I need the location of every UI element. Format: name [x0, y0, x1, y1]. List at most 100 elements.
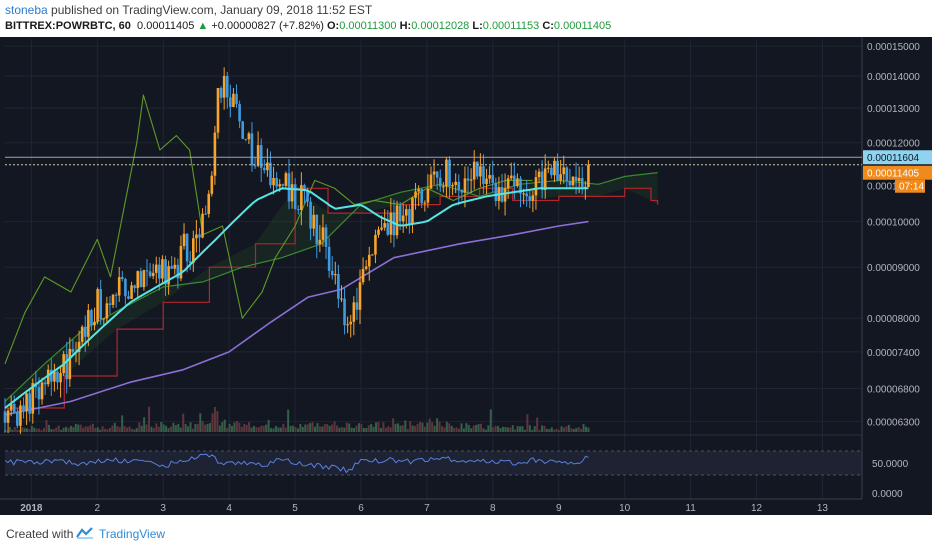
volume-bar: [440, 426, 443, 432]
volume-bar: [25, 428, 28, 432]
author-link[interactable]: stoneba: [5, 3, 48, 17]
volume-bar: [74, 423, 77, 432]
volume-bar: [172, 422, 175, 432]
candle-body: [472, 161, 476, 180]
y-axis-background: [862, 37, 932, 515]
candle-body: [161, 259, 164, 279]
candle-body: [463, 178, 467, 193]
volume-bars: [4, 406, 590, 432]
price-tags: 0.00011604 0.00011405 0.0001 07:14: [5, 150, 932, 193]
candle-body: [210, 175, 214, 194]
candle-body: [229, 97, 232, 107]
x-tick-label: 10: [619, 503, 631, 514]
volume-bar: [23, 428, 26, 432]
candle-body: [457, 181, 461, 190]
candle-body: [80, 326, 84, 342]
tradingview-logo-icon: [76, 527, 93, 539]
volume-bar: [397, 423, 400, 432]
candle-body: [435, 171, 439, 178]
volume-bar: [233, 422, 236, 432]
volume-bar: [543, 425, 546, 432]
volume-bar: [213, 406, 216, 432]
volume-bar: [372, 426, 375, 432]
volume-bar: [580, 429, 583, 432]
volume-bar: [321, 426, 324, 432]
volume-bar: [272, 428, 275, 432]
candle-body: [235, 93, 238, 105]
candle-body: [207, 193, 211, 214]
volume-bar: [379, 427, 382, 432]
volume-bar: [218, 425, 221, 432]
volume-bar: [91, 423, 94, 432]
candle-body: [519, 178, 522, 194]
y-tick-label: 0.00012000: [867, 139, 920, 150]
candle-body: [136, 271, 140, 289]
volume-bar: [504, 426, 507, 432]
candle-body: [398, 205, 402, 222]
candle-body: [111, 294, 115, 305]
volume-bar: [60, 429, 63, 432]
volume-bar: [389, 427, 392, 432]
candle-body: [188, 261, 192, 264]
candle-body: [65, 354, 69, 380]
change-value: +0.00000827 (+7.82%): [211, 20, 324, 32]
volume-bar: [545, 429, 548, 432]
y-tick-label: 0.00006300: [867, 418, 920, 429]
candle-body: [173, 264, 177, 269]
volume-bar: [148, 406, 151, 432]
volume-bar: [221, 422, 224, 432]
candle-body: [371, 254, 374, 256]
x-axis[interactable]: 2018 2 3 4 5 6 7 8 9 10 11 12 13: [0, 498, 862, 514]
volume-bar: [563, 427, 566, 432]
volume-bar: [375, 422, 378, 432]
volume-bar: [509, 427, 512, 432]
volume-bar: [465, 423, 468, 432]
candle-body: [389, 212, 393, 235]
volume-bar: [484, 429, 487, 432]
volume-bar: [179, 427, 182, 432]
candle-body: [306, 189, 309, 202]
volume-bar: [575, 428, 578, 432]
volume-bar: [521, 426, 524, 432]
candle-body: [96, 289, 99, 322]
candle-body: [426, 188, 430, 203]
tradingview-brand-link[interactable]: TradingView: [99, 527, 166, 541]
volume-bar: [150, 426, 153, 432]
volume-bar: [548, 429, 551, 432]
candlesticks: [3, 67, 590, 434]
volume-bar: [28, 429, 31, 432]
volume-bar: [108, 427, 111, 432]
candle-body: [182, 233, 186, 246]
volume-bar: [299, 423, 302, 432]
candle-body: [309, 201, 312, 229]
volume-bar: [123, 425, 126, 432]
candle-body: [83, 326, 87, 337]
candle-body: [262, 168, 266, 171]
volume-bar: [414, 426, 417, 432]
volume-bar: [165, 425, 168, 432]
volume-bar: [528, 425, 531, 432]
y-axis[interactable]: 0.00015000 0.00014000 0.00013000 0.00012000…: [861, 37, 932, 515]
volume-bar: [121, 415, 124, 432]
candle-body: [9, 403, 13, 411]
candle-body: [374, 234, 377, 255]
volume-bar: [462, 428, 465, 432]
candle-body: [315, 214, 319, 245]
y-tick-label: 0.00008000: [867, 314, 920, 325]
volume-bar: [77, 424, 80, 432]
candle-body: [232, 93, 235, 107]
candle-body: [380, 227, 383, 230]
candle-body: [469, 179, 473, 181]
volume-bar: [499, 428, 502, 432]
chart-canvas[interactable]: 0.00015000 0.00014000 0.00013000 0.00012000…: [0, 37, 932, 515]
candle-body: [383, 223, 386, 228]
volume-bar: [501, 426, 504, 432]
volume-bar: [487, 425, 490, 432]
volume-bar: [416, 423, 419, 432]
candle-body: [272, 177, 275, 186]
price-chart[interactable]: 0.00015000 0.00014000 0.00013000 0.00012000…: [0, 37, 932, 515]
volume-bar: [301, 426, 304, 432]
rsi-band: [5, 451, 862, 475]
volume-bar: [467, 424, 470, 432]
candle-body: [479, 166, 482, 177]
